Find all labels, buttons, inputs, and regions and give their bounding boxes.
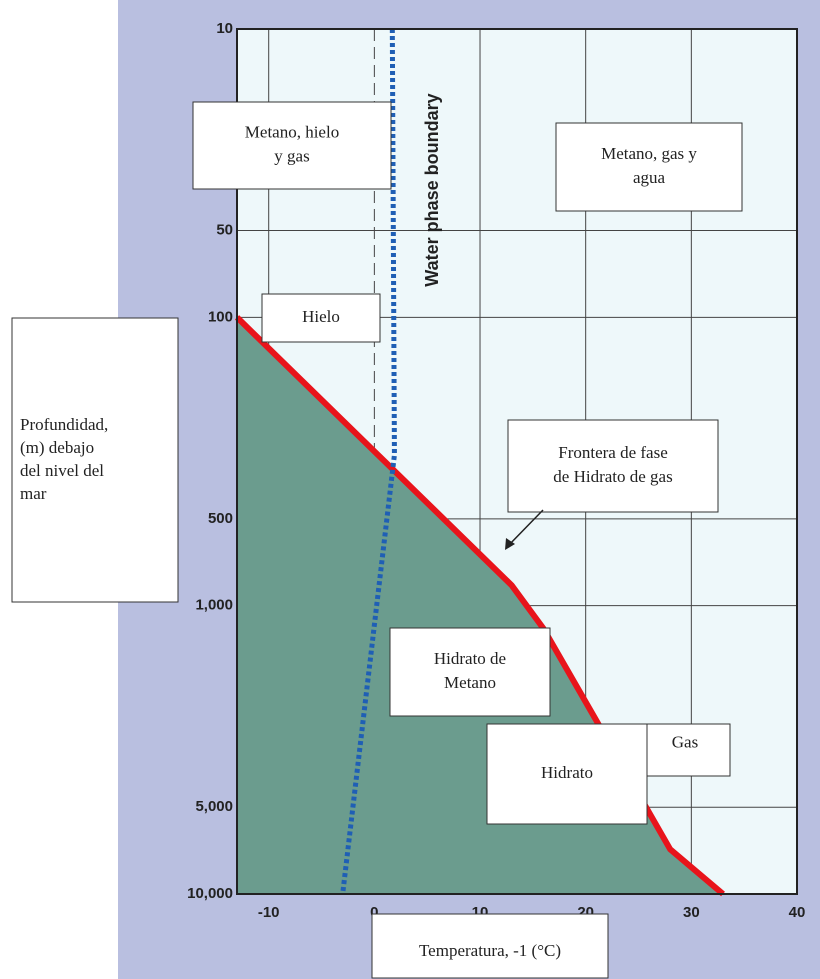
annotation: Gas (672, 733, 698, 752)
y-tick-label: 100 (208, 308, 233, 325)
annotation: Frontera de fase (558, 443, 668, 462)
x-tick-label: 40 (789, 904, 806, 921)
annotation: agua (633, 168, 666, 187)
y-tick-label: 500 (208, 510, 233, 527)
y-axis-label: (m) debajo (20, 438, 94, 457)
x-label-box (371, 913, 609, 979)
x-tick-label: 30 (683, 904, 700, 921)
y-axis-label: del nivel del (20, 461, 104, 480)
x-tick-label: -10 (258, 904, 280, 921)
annotation: Metano, hielo (245, 122, 339, 141)
annotation: de Hidrato de gas (553, 467, 672, 486)
y-tick-label: 50 (216, 222, 233, 239)
annotation-box (507, 419, 719, 513)
y-label-box (11, 317, 179, 603)
series-line (234, 315, 725, 897)
annotation: Metano (444, 673, 496, 692)
annotation: Hielo (302, 307, 340, 326)
x-tick-label: 0 (370, 904, 378, 921)
annotation-box (389, 627, 551, 717)
annotation: Metano, gas y (601, 144, 697, 163)
annotation-box (261, 293, 381, 343)
annotation: y gas (274, 146, 309, 165)
x-axis-label: Temperatura, -1 (°C) (419, 941, 561, 960)
plot-frame (236, 28, 798, 895)
arrow-head (505, 538, 515, 550)
annotation: Hidrato de (434, 649, 506, 668)
y-tick-label: 5,000 (195, 798, 233, 815)
annotation-box (486, 723, 648, 825)
y-axis-label: Profundidad, (20, 415, 108, 434)
annotations: Metano, hielo y gas Metano, gas y agua Hielo… (192, 101, 743, 825)
y-axis-label: mar (20, 484, 47, 503)
annotation-box (192, 101, 392, 190)
series-label: Water phase boundary (422, 93, 442, 286)
y-tick-label: 10 (216, 20, 233, 37)
arrow (507, 509, 544, 547)
y-tick-label: 10,000 (187, 885, 233, 902)
annotation: Hidrato (541, 763, 593, 782)
annotation-box (555, 122, 743, 212)
series-line (340, 28, 397, 895)
y-tick-label: 1,000 (195, 597, 233, 614)
